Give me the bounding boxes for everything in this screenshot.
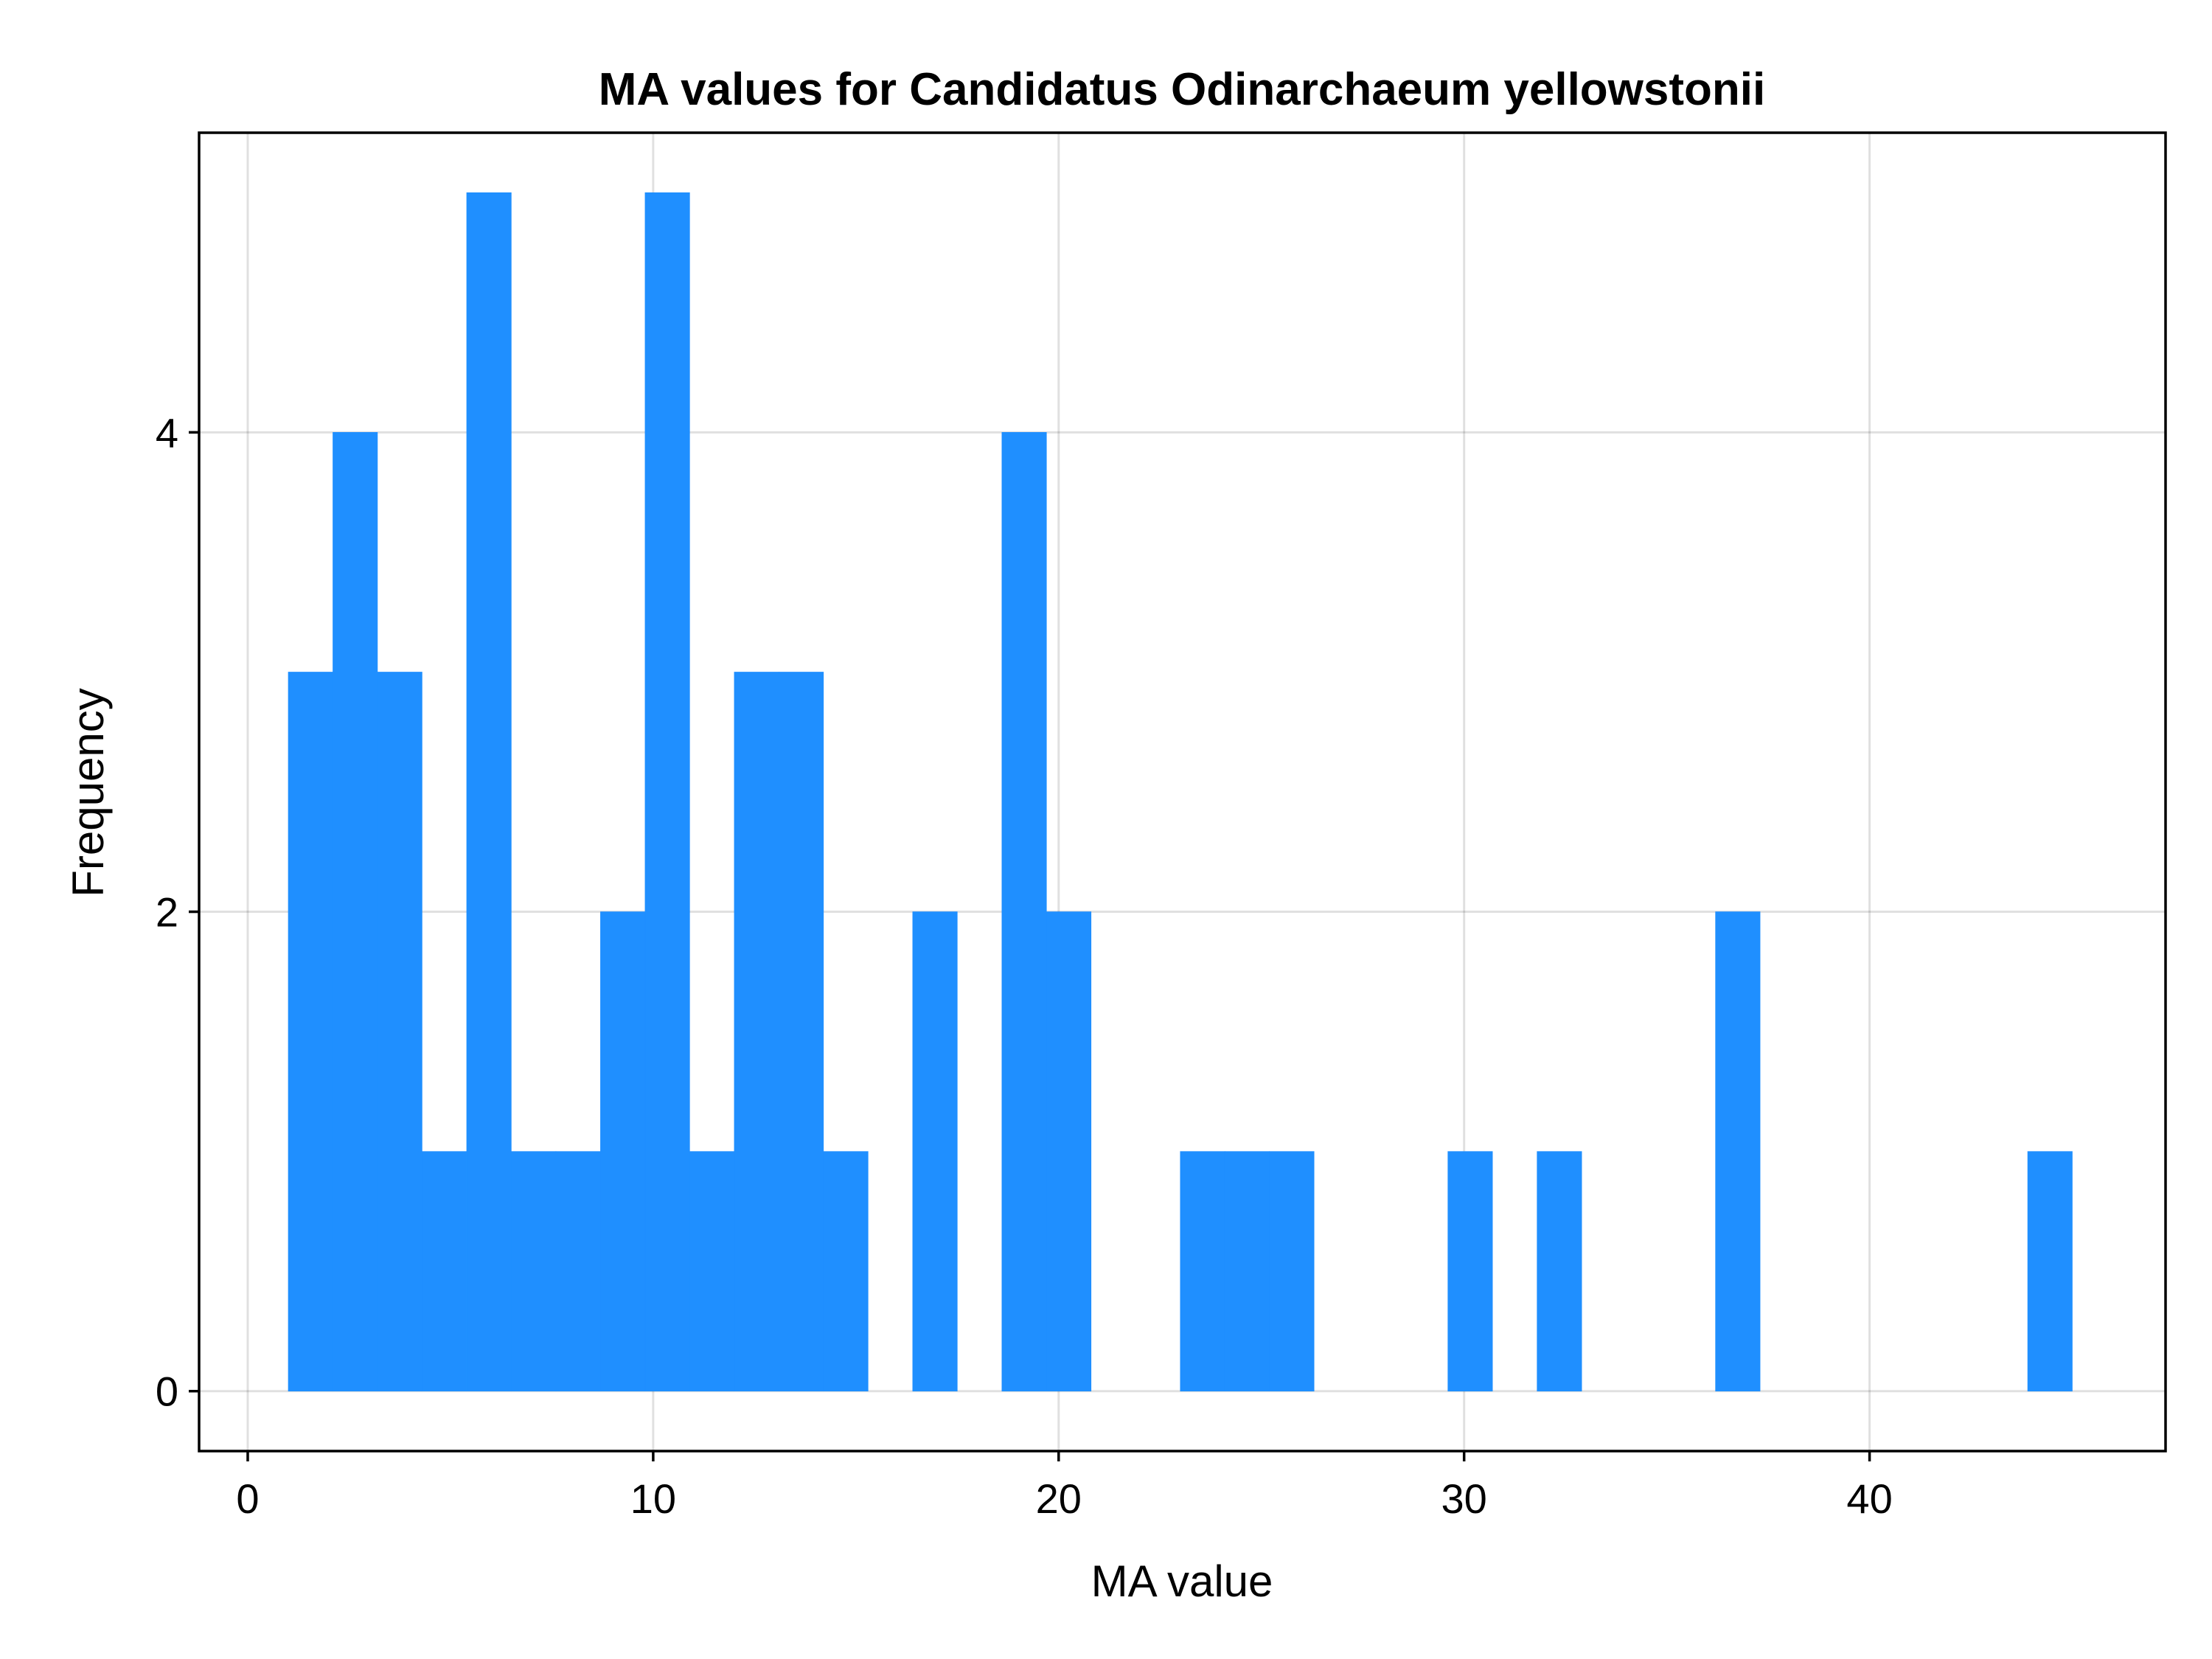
x-axis-label: MA value [1091,1557,1273,1606]
y-axis-label: Frequency [63,688,113,897]
x-tick-label: 40 [1846,1475,1892,1522]
histogram-bar [600,911,646,1392]
histogram-bar [823,1151,869,1392]
histogram-bar [1269,1151,1315,1392]
histogram-bar [466,192,512,1392]
histogram-bar [912,911,958,1392]
histogram-bar [377,672,422,1392]
histogram-bar [689,1151,735,1392]
histogram-bar [1180,1151,1225,1392]
histogram-bar [1046,911,1092,1392]
axis-ticks: 0 10 20 30 40 0 2 4 [156,409,1893,1522]
x-tick-label: 30 [1441,1475,1487,1522]
histogram-bar [644,192,690,1392]
histogram-bar [2027,1151,2073,1392]
y-tick-label: 4 [156,409,178,456]
plot-frame [198,131,2167,1453]
histogram-bar [1001,432,1047,1392]
histogram-bar [734,672,779,1392]
histogram-bar [1715,911,1761,1392]
histogram-bar [1537,1151,1582,1392]
x-tick-label: 0 [236,1475,259,1522]
histogram-bar [555,1151,601,1392]
histogram-bar [1224,1151,1270,1392]
histogram-bar [779,672,824,1392]
histogram-bar [422,1151,467,1392]
histogram-bar [333,432,378,1392]
histogram-bar [288,672,333,1392]
y-tick-label: 2 [156,889,178,936]
y-tick-label: 0 [156,1368,178,1415]
x-tick-label: 20 [1036,1475,1082,1522]
chart-title: MA values for Candidatus Odinarchaeum ye… [599,64,1765,115]
histogram-bar [511,1151,557,1392]
histogram-bar [1447,1151,1493,1392]
histogram-bars [288,192,2073,1392]
x-tick-label: 10 [630,1475,676,1522]
